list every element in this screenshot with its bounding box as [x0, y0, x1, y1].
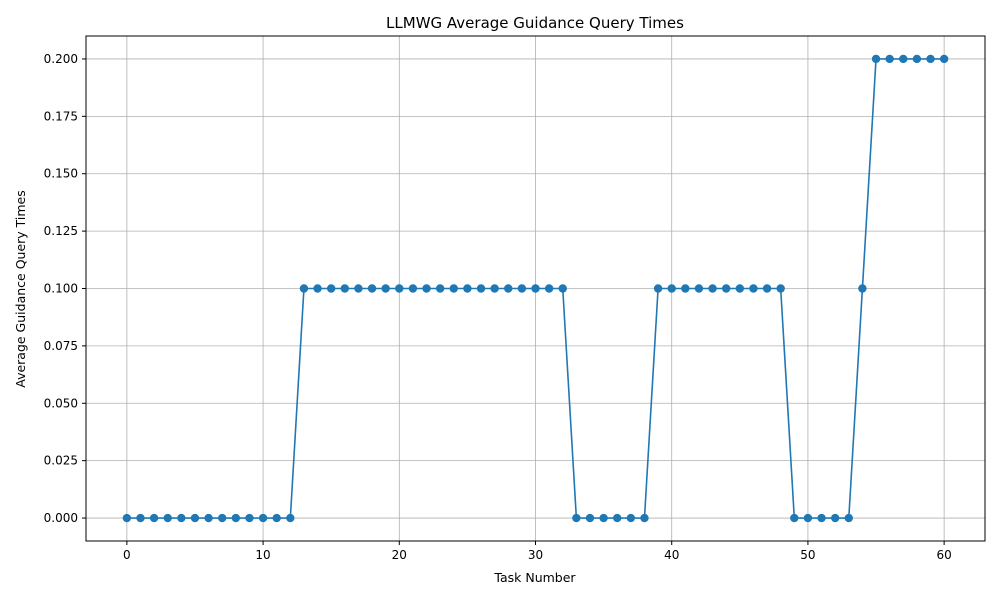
- data-point: [476, 284, 486, 293]
- data-point: [926, 54, 935, 64]
- data-point: [381, 284, 390, 293]
- data-point: [163, 513, 172, 523]
- y-tick-label: 0.175: [44, 109, 78, 123]
- x-tick-label: 30: [528, 548, 543, 562]
- data-point: [136, 513, 145, 523]
- data-point: [354, 284, 363, 293]
- data-point: [871, 54, 881, 64]
- data-point: [395, 284, 404, 293]
- data-point: [326, 284, 336, 293]
- data-point: [899, 54, 908, 64]
- x-tick-label: 10: [255, 548, 270, 562]
- y-tick-label: 0.100: [44, 282, 78, 296]
- data-point: [299, 284, 309, 293]
- data-point: [245, 513, 254, 523]
- data-point: [544, 284, 554, 293]
- data-point: [204, 513, 213, 523]
- data-point: [517, 284, 527, 293]
- y-tick-label: 0.150: [44, 167, 78, 181]
- data-point: [749, 284, 758, 293]
- data-point: [449, 284, 458, 293]
- data-point: [531, 284, 540, 293]
- data-point: [504, 284, 513, 293]
- y-tick-label: 0.050: [44, 396, 78, 410]
- data-point: [463, 284, 472, 293]
- data-point: [735, 284, 745, 293]
- data-point: [626, 513, 636, 523]
- data-point: [776, 284, 785, 293]
- data-point: [817, 513, 826, 523]
- y-tick-label: 0.075: [44, 339, 78, 353]
- y-tick-label: 0.025: [44, 454, 78, 468]
- data-point: [830, 513, 840, 523]
- y-axis-label: Average Guidance Query Times: [13, 190, 28, 388]
- data-point: [762, 284, 772, 293]
- data-point: [939, 54, 949, 64]
- data-point: [422, 284, 431, 293]
- data-point: [803, 513, 813, 523]
- y-tick-label: 0.000: [44, 511, 78, 525]
- data-point: [885, 54, 894, 64]
- data-point: [667, 284, 676, 293]
- data-point: [912, 54, 922, 64]
- data-point: [490, 284, 499, 293]
- data-point: [340, 284, 350, 293]
- x-tick-label: 20: [392, 548, 407, 562]
- data-point: [681, 284, 690, 293]
- data-point: [231, 513, 241, 523]
- data-point: [694, 284, 704, 293]
- axes: [82, 35, 986, 545]
- x-tick-label: 50: [800, 548, 815, 562]
- data-point: [258, 513, 268, 523]
- data-point: [435, 284, 445, 293]
- data-point: [653, 284, 663, 293]
- data-point: [149, 513, 159, 523]
- data-point: [177, 513, 186, 523]
- data-point: [613, 513, 622, 523]
- data-point: [858, 284, 867, 293]
- data-point: [558, 284, 567, 293]
- data-point: [286, 513, 295, 523]
- data-series: [122, 54, 949, 523]
- x-tick-label: 0: [123, 548, 131, 562]
- x-tick-label: 60: [936, 548, 951, 562]
- chart-title: LLMWG Average Guidance Query Times: [386, 14, 684, 32]
- x-axis-label: Task Number: [493, 570, 576, 585]
- data-point: [313, 284, 322, 293]
- data-point: [218, 513, 227, 523]
- data-point: [599, 513, 608, 523]
- data-point: [190, 513, 200, 523]
- data-point: [585, 513, 595, 523]
- data-point: [572, 513, 581, 523]
- data-point: [122, 513, 132, 523]
- data-point: [640, 513, 649, 523]
- data-point: [367, 284, 377, 293]
- x-tick-label: 40: [664, 548, 679, 562]
- tick-labels: 0 10 20 30 40 50 60 0.000 0.025 0.050 0.075 0.100 0.…: [44, 52, 952, 562]
- data-point: [844, 513, 853, 523]
- data-point: [708, 284, 717, 293]
- y-tick-label: 0.200: [44, 52, 78, 66]
- data-point: [790, 513, 799, 523]
- data-point: [721, 284, 731, 293]
- data-point: [272, 513, 281, 523]
- y-tick-label: 0.125: [44, 224, 78, 238]
- data-point: [408, 284, 418, 293]
